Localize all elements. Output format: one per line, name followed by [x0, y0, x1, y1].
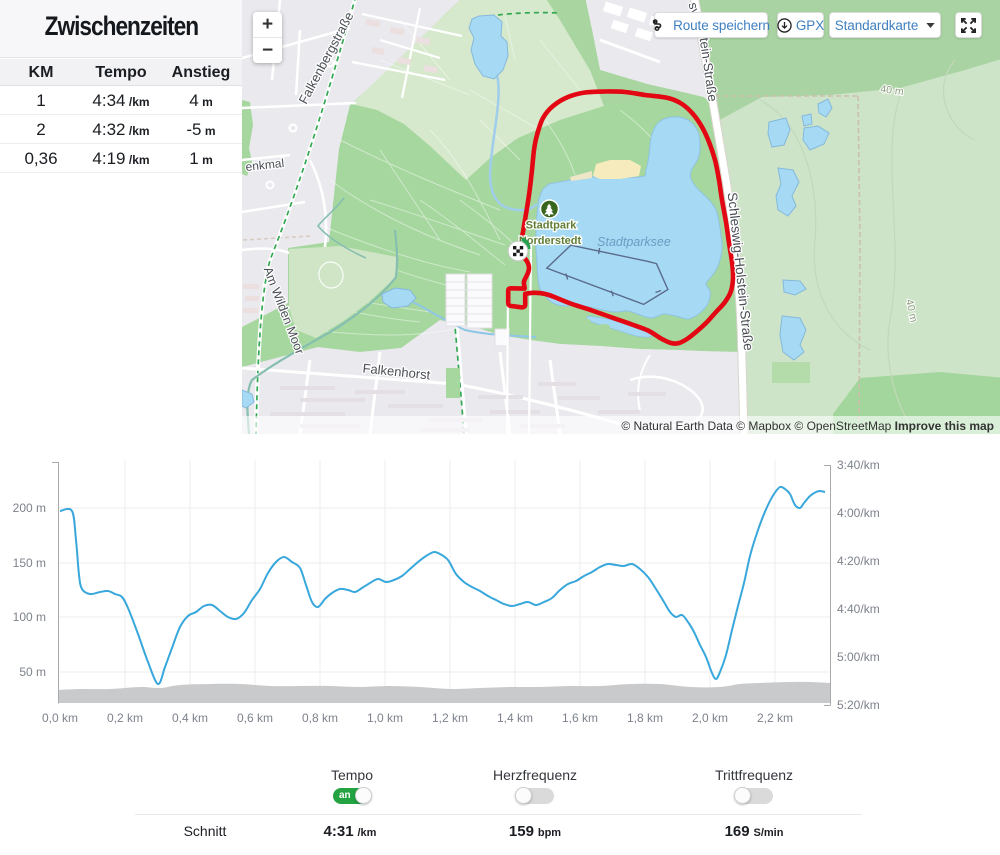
svg-text:50 m: 50 m — [19, 665, 46, 679]
svg-text:1,4 km: 1,4 km — [497, 711, 533, 725]
svg-text:0,2 km: 0,2 km — [107, 711, 143, 725]
svg-text:Stadtparksee: Stadtparksee — [597, 235, 671, 249]
svg-text:0,0 km: 0,0 km — [42, 711, 78, 725]
svg-text:100 m: 100 m — [13, 610, 46, 624]
svg-text:Norderstedt: Norderstedt — [519, 235, 582, 247]
svg-text:3:40/km: 3:40/km — [837, 458, 880, 472]
svg-text:© Natural Earth Data © Mapbox: © Natural Earth Data © Mapbox © OpenStre… — [621, 419, 994, 433]
svg-text:1,8 km: 1,8 km — [627, 711, 663, 725]
svg-text:5:20/km: 5:20/km — [837, 698, 880, 712]
svg-text:5:00/km: 5:00/km — [837, 650, 880, 664]
svg-text:40 m: 40 m — [903, 298, 920, 324]
svg-text:4:00/km: 4:00/km — [837, 506, 880, 520]
svg-text:4:20/km: 4:20/km — [837, 554, 880, 568]
svg-text:150 m: 150 m — [13, 556, 46, 570]
svg-text:1,2 km: 1,2 km — [432, 711, 468, 725]
svg-text:1,6 km: 1,6 km — [562, 711, 598, 725]
svg-text:0,4 km: 0,4 km — [172, 711, 208, 725]
svg-text:Stadtpark: Stadtpark — [526, 220, 578, 232]
svg-text:200 m: 200 m — [13, 501, 46, 515]
svg-text:1,0 km: 1,0 km — [367, 711, 403, 725]
svg-text:2,0 km: 2,0 km — [692, 711, 728, 725]
svg-text:enkmal: enkmal — [245, 156, 285, 174]
svg-text:0,8 km: 0,8 km — [302, 711, 338, 725]
svg-text:0,6 km: 0,6 km — [237, 711, 273, 725]
svg-text:40 m: 40 m — [880, 83, 905, 98]
svg-text:2,2 km: 2,2 km — [757, 711, 793, 725]
svg-text:4:40/km: 4:40/km — [837, 602, 880, 616]
